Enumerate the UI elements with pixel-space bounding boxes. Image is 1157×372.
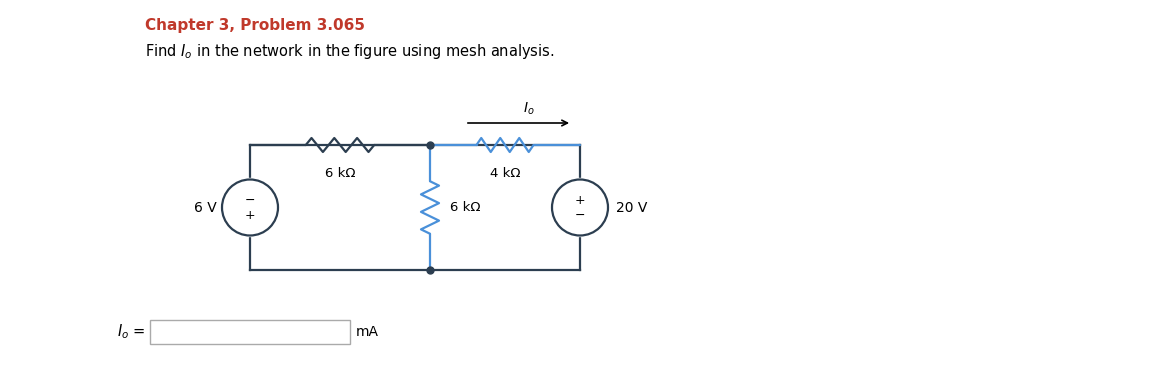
Text: +: + (244, 209, 256, 222)
Circle shape (551, 179, 609, 237)
Text: −: − (245, 194, 256, 207)
Text: Chapter 3, Problem 3.065: Chapter 3, Problem 3.065 (145, 18, 364, 33)
Text: 6 V: 6 V (193, 201, 216, 215)
Text: 20 V: 20 V (617, 201, 648, 215)
Text: mA: mA (356, 325, 379, 339)
Text: 6 kΩ: 6 kΩ (325, 167, 355, 180)
Text: $I_o$: $I_o$ (523, 101, 535, 117)
Text: $I_o$ =: $I_o$ = (117, 323, 145, 341)
Text: +: + (575, 194, 585, 207)
Text: 6 kΩ: 6 kΩ (450, 201, 480, 214)
Text: Find $I_o$ in the network in the figure using mesh analysis.: Find $I_o$ in the network in the figure … (145, 42, 554, 61)
Text: −: − (575, 209, 585, 222)
Circle shape (221, 179, 279, 237)
Text: 4 kΩ: 4 kΩ (489, 167, 521, 180)
Bar (150, 320, 351, 344)
